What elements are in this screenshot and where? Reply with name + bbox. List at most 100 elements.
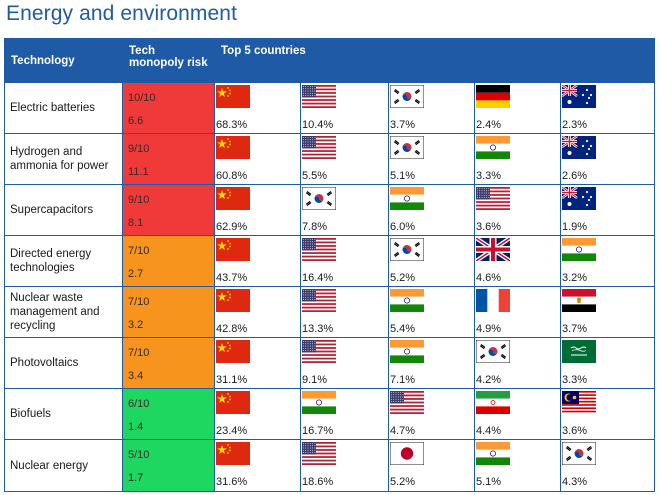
country-cell: 7.8% [300, 184, 389, 236]
risk-cell: 6/10 1.4 [122, 388, 215, 440]
page-title: Energy and environment [6, 2, 238, 25]
table-row: Electric batteries 10/10 6.6 68.3% 10.4% 3.… [4, 82, 656, 134]
country-share: 3.7% [390, 119, 416, 131]
country-share: 9.1% [302, 374, 328, 386]
country-share: 5.5% [302, 170, 328, 182]
country-share: 4.9% [476, 323, 502, 335]
country-share: 43.7% [216, 272, 248, 284]
risk-cell: 5/10 1.7 [122, 439, 215, 492]
table-row: Nuclear waste management and recycling 7/… [4, 286, 656, 338]
risk-score: 9/10 [128, 194, 150, 206]
country-cell: 4.3% [559, 439, 656, 492]
country-cell: 5.1% [388, 133, 475, 185]
country-cell: 3.6% [474, 184, 561, 236]
header-row: Technology Tech monopoly risk Top 5 coun… [4, 38, 656, 83]
country-cell: 16.7% [300, 388, 389, 440]
technology-name: Electric batteries [4, 82, 123, 134]
usa-flag-icon [302, 289, 336, 312]
country-share: 31.1% [216, 374, 248, 386]
india-flag-icon [390, 340, 424, 363]
country-share: 16.4% [302, 272, 334, 284]
country-cell: 3.6% [559, 388, 656, 440]
country-cell: 16.4% [300, 235, 389, 287]
country-share: 68.3% [216, 119, 248, 131]
country-share: 5.4% [390, 323, 416, 335]
country-share: 3.7% [562, 323, 588, 335]
france-flag-icon [476, 289, 510, 312]
china-flag-icon [216, 340, 250, 363]
risk-cell: 9/10 11.1 [122, 133, 215, 185]
china-flag-icon [216, 136, 250, 159]
risk-cell: 9/10 8.1 [122, 184, 215, 236]
india-flag-icon [390, 289, 424, 312]
south-korea-flag-icon [390, 85, 424, 108]
technology-name: Biofuels [4, 388, 123, 440]
india-flag-icon [302, 391, 336, 414]
iran-flag-icon [476, 391, 510, 414]
risk-cell: 7/10 3.2 [122, 286, 215, 338]
uk-flag-icon [476, 238, 510, 261]
india-flag-icon [476, 442, 510, 465]
country-cell: 5.2% [388, 439, 475, 492]
china-flag-icon [216, 85, 250, 108]
country-share: 4.7% [390, 425, 416, 437]
country-share: 5.1% [390, 170, 416, 182]
japan-flag-icon [390, 442, 424, 465]
country-cell: 4.7% [388, 388, 475, 440]
usa-flag-icon [302, 238, 336, 261]
risk-cell: 7/10 2.7 [122, 235, 215, 287]
table-row: Biofuels 6/10 1.4 23.4% 16.7% 4.7% 4.4% 3.6… [4, 388, 656, 440]
country-share: 4.3% [562, 476, 588, 488]
technology-name: Supercapacitors [4, 184, 123, 236]
usa-flag-icon [476, 187, 510, 210]
india-flag-icon [562, 238, 596, 261]
country-share: 1.9% [562, 221, 588, 233]
country-share: 2.3% [562, 119, 588, 131]
country-share: 3.3% [562, 374, 588, 386]
risk-value: 1.4 [128, 421, 144, 433]
usa-flag-icon [302, 136, 336, 159]
country-cell: 4.2% [474, 337, 561, 389]
risk-score: 9/10 [128, 143, 150, 155]
usa-flag-icon [302, 340, 336, 363]
country-share: 7.8% [302, 221, 328, 233]
country-cell: 3.3% [474, 133, 561, 185]
risk-cell: 7/10 3.4 [122, 337, 215, 389]
country-cell: 60.8% [214, 133, 301, 185]
country-share: 62.9% [216, 221, 248, 233]
country-cell: 7.1% [388, 337, 475, 389]
country-cell: 23.4% [214, 388, 301, 440]
country-cell: 5.2% [388, 235, 475, 287]
country-share: 5.2% [390, 272, 416, 284]
country-cell: 18.6% [300, 439, 389, 492]
country-cell: 4.6% [474, 235, 561, 287]
south-korea-flag-icon [476, 340, 510, 363]
usa-flag-icon [390, 391, 424, 414]
risk-value: 8.1 [128, 217, 144, 229]
country-cell: 1.9% [559, 184, 656, 236]
country-cell: 13.3% [300, 286, 389, 338]
country-cell: 5.4% [388, 286, 475, 338]
china-flag-icon [216, 442, 250, 465]
country-share: 60.8% [216, 170, 248, 182]
country-cell: 62.9% [214, 184, 301, 236]
table-row: Hydrogen and ammonia for power 9/10 11.1 6… [4, 133, 656, 185]
technology-name: Nuclear energy [4, 439, 123, 492]
country-share: 4.2% [476, 374, 502, 386]
country-share: 16.7% [302, 425, 334, 437]
country-share: 31.6% [216, 476, 248, 488]
country-cell: 42.8% [214, 286, 301, 338]
risk-value: 3.2 [128, 319, 144, 331]
germany-flag-icon [476, 85, 510, 108]
country-share: 6.0% [390, 221, 416, 233]
country-cell: 31.6% [214, 439, 301, 492]
country-share: 3.6% [562, 425, 588, 437]
country-cell: 31.1% [214, 337, 301, 389]
country-cell: 4.9% [474, 286, 561, 338]
risk-score: 7/10 [128, 296, 150, 308]
country-cell: 5.5% [300, 133, 389, 185]
technology-name: Directed energy technologies [4, 235, 123, 287]
country-cell: 10.4% [300, 82, 389, 134]
south-korea-flag-icon [302, 187, 336, 210]
country-cell: 2.4% [474, 82, 561, 134]
